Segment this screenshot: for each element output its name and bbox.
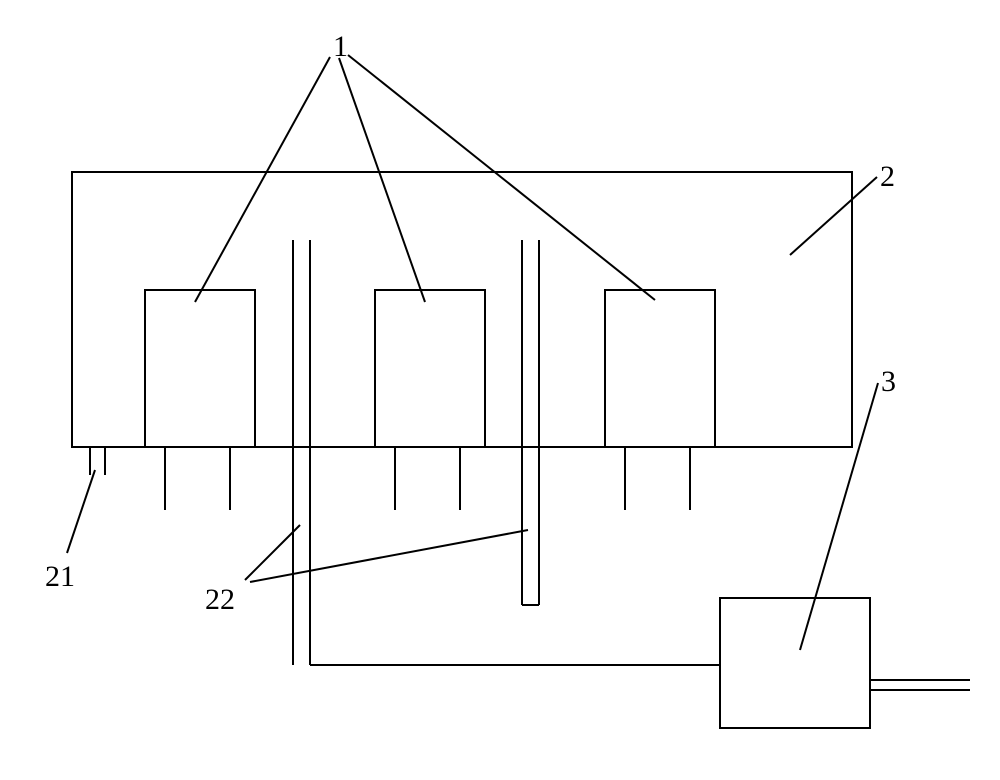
label-21: 21	[45, 560, 75, 594]
label-22: 22	[205, 583, 235, 617]
label-1: 1	[333, 30, 348, 64]
technical-diagram	[0, 0, 1000, 780]
label-3: 3	[881, 365, 896, 399]
label-2: 2	[880, 160, 895, 194]
